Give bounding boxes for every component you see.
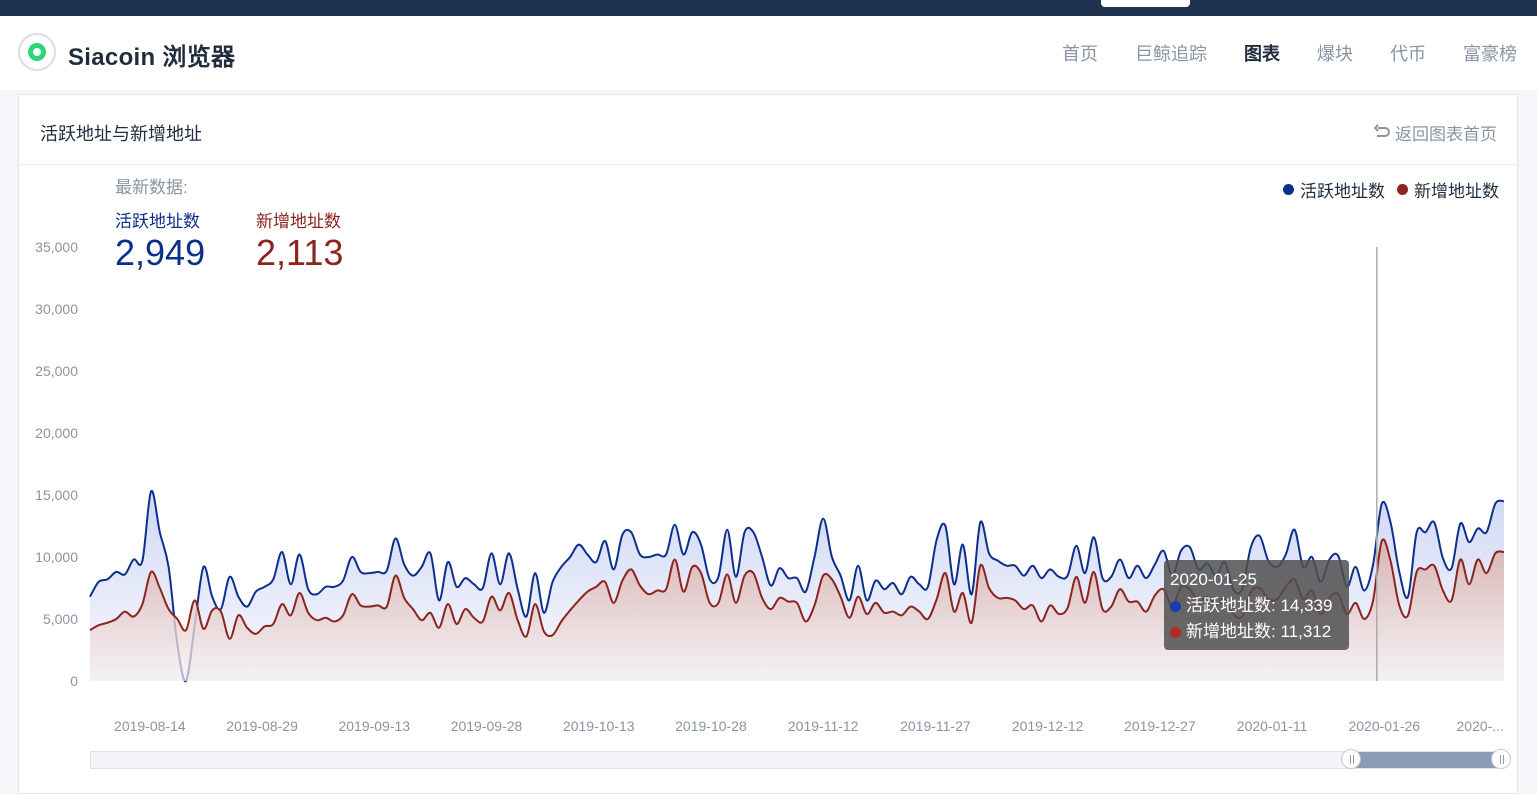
x-axis: 2019-08-14 2019-08-29 2019-09-13 2019-09-28… xyxy=(114,718,1504,734)
new-address-stat: 新增地址数 2,113 xyxy=(256,207,343,272)
legend-label-active: 活跃地址数 xyxy=(1300,182,1385,201)
active-address-label: 活跃地址数 xyxy=(115,212,200,231)
x-tick-label: 2019-08-29 xyxy=(226,718,298,734)
tooltip-date: 2020-01-25 xyxy=(1170,570,1257,589)
legend-dot-icon xyxy=(1397,184,1408,195)
nav-item-tokens[interactable]: 代币 xyxy=(1390,44,1426,64)
zoom-handle-left[interactable] xyxy=(1341,749,1361,769)
chart-tooltip: 2020-01-25 活跃地址数: 14,339 新增地址数: 11,312 xyxy=(1164,560,1349,650)
top-bar-pill[interactable] xyxy=(1101,0,1190,7)
tooltip-active-value: 活跃地址数: 14,339 xyxy=(1186,596,1333,615)
top-bar xyxy=(0,0,1537,16)
legend-label-new: 新增地址数 xyxy=(1414,182,1499,201)
nav-item-rich-list[interactable]: 富豪榜 xyxy=(1463,44,1517,64)
y-tick-label: 20,000 xyxy=(35,425,78,441)
y-tick-label: 0 xyxy=(70,673,78,689)
x-tick-label: 2019-09-28 xyxy=(451,718,523,734)
nav-item-blocks[interactable]: 爆块 xyxy=(1317,44,1353,64)
x-tick-label: 2019-09-13 xyxy=(338,718,410,734)
brand-title[interactable]: Siacoin 浏览器 xyxy=(68,44,236,71)
x-tick-label: 2019-10-28 xyxy=(675,718,747,734)
chart-legend: 活跃地址数 新增地址数 xyxy=(1283,177,1499,202)
x-tick-label: 2019-12-12 xyxy=(1012,718,1084,734)
tooltip-row-active: 活跃地址数: 14,339 xyxy=(1170,593,1343,619)
x-tick-label: 2020-... xyxy=(1457,718,1504,734)
siacoin-logo-icon[interactable] xyxy=(18,33,56,71)
active-address-value: 2,949 xyxy=(115,232,206,273)
latest-data-label: 最新数据: xyxy=(115,178,188,197)
y-tick-label: 5,000 xyxy=(43,611,78,627)
legend-item-active[interactable]: 活跃地址数 xyxy=(1283,177,1385,202)
x-tick-label: 2019-11-12 xyxy=(788,718,859,734)
x-tick-label: 2019-11-27 xyxy=(900,718,971,734)
chart-card-header: 活跃地址与新增地址 返回图表首页 xyxy=(19,95,1517,165)
main-nav: 首页 巨鲸追踪 图表 爆块 代币 富豪榜 xyxy=(1062,40,1517,66)
y-tick-label: 15,000 xyxy=(35,487,78,503)
nav-item-charts[interactable]: 图表 xyxy=(1244,44,1280,64)
x-tick-label: 2019-12-27 xyxy=(1124,718,1196,734)
x-tick-label: 2020-01-26 xyxy=(1348,718,1420,734)
return-arrow-icon xyxy=(1373,123,1390,137)
nav-item-home[interactable]: 首页 xyxy=(1062,44,1098,64)
zoom-slider[interactable] xyxy=(90,749,1511,769)
new-address-label: 新增地址数 xyxy=(256,212,341,231)
tooltip-row-new: 新增地址数: 11,312 xyxy=(1170,619,1343,645)
tooltip-new-value: 新增地址数: 11,312 xyxy=(1186,622,1332,641)
new-address-series-area xyxy=(90,539,1504,681)
legend-dot-icon xyxy=(1283,184,1294,195)
y-tick-label: 25,000 xyxy=(35,363,78,379)
x-tick-label: 2020-01-11 xyxy=(1237,718,1308,734)
back-to-charts-link[interactable]: 返回图表首页 xyxy=(1373,120,1497,145)
y-tick-label: 10,000 xyxy=(35,549,78,565)
x-tick-label: 2019-08-14 xyxy=(114,718,186,734)
new-address-value: 2,113 xyxy=(256,232,344,273)
active-address-stat: 活跃地址数 2,949 xyxy=(115,207,205,272)
y-tick-label: 30,000 xyxy=(35,301,78,317)
x-tick-label: 2019-10-13 xyxy=(563,718,635,734)
y-axis: 0 5,000 10,000 15,000 20,000 25,000 30,000 35,0… xyxy=(35,239,78,689)
legend-item-new[interactable]: 新增地址数 xyxy=(1397,177,1499,202)
site-header: Siacoin 浏览器 首页 巨鲸追踪 图表 爆块 代币 富豪榜 xyxy=(0,16,1537,90)
zoom-slider-selection[interactable] xyxy=(1351,752,1501,768)
tooltip-dot-icon xyxy=(1170,626,1181,638)
zoom-handle-right[interactable] xyxy=(1491,749,1511,769)
chart-title: 活跃地址与新增地址 xyxy=(40,124,202,144)
y-tick-label: 35,000 xyxy=(35,239,78,255)
nav-item-whale-tracking[interactable]: 巨鲸追踪 xyxy=(1135,44,1207,64)
back-label: 返回图表首页 xyxy=(1395,125,1497,144)
tooltip-dot-icon xyxy=(1170,600,1181,612)
